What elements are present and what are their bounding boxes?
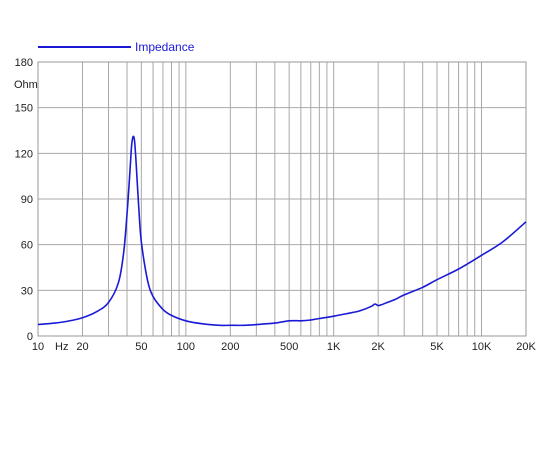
y-tick-label: 90 xyxy=(21,194,33,206)
x-tick-label: 20 xyxy=(76,341,88,353)
series-line-impedance xyxy=(37,135,527,327)
x-tick-label: 5K xyxy=(430,341,444,353)
grid-lines xyxy=(37,61,527,337)
x-tick-label: 1K xyxy=(327,341,341,353)
x-axis-unit: Hz xyxy=(55,341,68,353)
y-tick-label: 120 xyxy=(15,148,33,160)
x-tick-label: 200 xyxy=(221,341,239,353)
x-tick-label: 10 xyxy=(32,341,44,353)
x-tick-label: 500 xyxy=(280,341,298,353)
x-tick-labels: 10 20 50 100 200 500 1K 2K 5K 10K 20K xyxy=(32,341,537,353)
x-tick-label: 10K xyxy=(472,341,492,353)
plot-frame xyxy=(37,61,527,337)
x-tick-label: 50 xyxy=(135,341,147,353)
legend: Impedance xyxy=(38,40,195,54)
y-tick-label: 30 xyxy=(21,285,33,297)
y-tick-label: 60 xyxy=(21,240,33,252)
y-tick-label: 150 xyxy=(15,103,33,115)
x-tick-label: 20K xyxy=(516,341,536,353)
x-tick-label: 2K xyxy=(371,341,385,353)
x-tick-label: 100 xyxy=(177,341,195,353)
y-axis-unit: Ohm xyxy=(14,79,38,91)
y-tick-label: 0 xyxy=(27,331,33,343)
y-tick-label: 180 xyxy=(15,57,33,69)
legend-label-impedance: Impedance xyxy=(135,40,195,54)
y-tick-labels: 0 30 60 90 120 150 180 xyxy=(15,57,33,343)
